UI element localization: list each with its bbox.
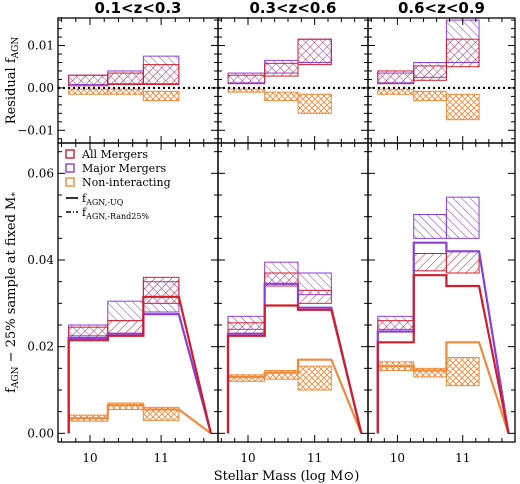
residual-band-all	[264, 62, 299, 77]
residual-band-all	[413, 65, 447, 81]
residual-band-all	[445, 38, 480, 68]
band-major	[413, 214, 447, 239]
top-y-axis-label: Residual fAGN	[4, 37, 21, 125]
residual-band-non	[264, 91, 299, 102]
bottom-y-tick-label: 0.06	[27, 166, 54, 180]
legend-label: Major Mergers	[82, 162, 166, 175]
bottom-y-tick-label: 0.00	[27, 426, 54, 440]
residual-band-non	[68, 88, 109, 95]
bottom-y-tick-label: 0.02	[27, 340, 54, 354]
legend-label: Non-interacting	[82, 176, 171, 189]
band-major	[445, 196, 480, 239]
step-line-major	[376, 241, 510, 434]
step-line-major	[226, 282, 363, 434]
step-line-non	[226, 358, 363, 434]
residual-band-all	[297, 38, 332, 66]
x-tick-label: 11	[153, 451, 168, 465]
residual-band-non	[445, 93, 480, 121]
panel-title: 0.6<z<0.9	[398, 0, 485, 17]
residual-band-non	[297, 93, 332, 114]
x-tick-label: 10	[390, 451, 405, 465]
step-line-all	[376, 274, 510, 434]
legend-solid-label: fAGN,-UQ	[82, 192, 124, 207]
residual-band-non	[107, 88, 144, 95]
residual-band-all	[227, 74, 266, 85]
residual-band-all	[142, 64, 180, 86]
band-all	[413, 253, 447, 272]
step-line-non	[376, 341, 510, 434]
band-major	[107, 300, 144, 322]
bottom-y-axis-label: fAGN − 25% sample at fixed M*	[4, 192, 21, 393]
residual-band-non	[142, 90, 180, 102]
top-y-tick-label: 0.00	[27, 81, 54, 95]
band-all	[445, 250, 480, 274]
band-all	[68, 326, 109, 339]
band-all	[142, 276, 180, 304]
top-y-tick-label: 0.01	[27, 39, 54, 53]
x-tick-label: 10	[82, 451, 97, 465]
residual-band-all	[68, 74, 109, 87]
bottom-frame	[367, 142, 516, 443]
residual-band-non	[227, 88, 266, 93]
residual-band-all	[107, 72, 144, 86]
x-tick-label: 10	[240, 451, 255, 465]
panel-title: 0.1<z<0.3	[94, 0, 181, 17]
x-tick-label: 11	[307, 451, 322, 465]
step-line-all	[67, 295, 212, 434]
top-y-tick-label: −0.01	[17, 123, 54, 137]
step-line-all	[226, 304, 363, 434]
bottom-y-tick-label: 0.04	[27, 253, 54, 267]
band-non	[297, 365, 332, 391]
x-axis-label: Stellar Mass (log M⊙)	[214, 469, 360, 484]
band-all	[297, 289, 332, 304]
x-tick-label: 11	[455, 451, 470, 465]
step-line-non	[67, 404, 212, 435]
band-non	[445, 357, 480, 387]
legend-swatch	[65, 149, 75, 159]
panel-title: 0.3<z<0.6	[249, 0, 336, 17]
residual-band-non	[413, 90, 447, 102]
step-line-major	[67, 313, 212, 434]
legend-dash-label: fAGN,-Rand25%	[82, 206, 149, 221]
band-all	[377, 320, 415, 332]
legend-label: All Mergers	[81, 148, 148, 161]
band-all	[227, 322, 266, 335]
legend-swatch	[65, 177, 75, 187]
legend-swatch	[65, 163, 75, 173]
residual-band-non	[377, 88, 415, 95]
residual-band-all	[377, 70, 415, 85]
